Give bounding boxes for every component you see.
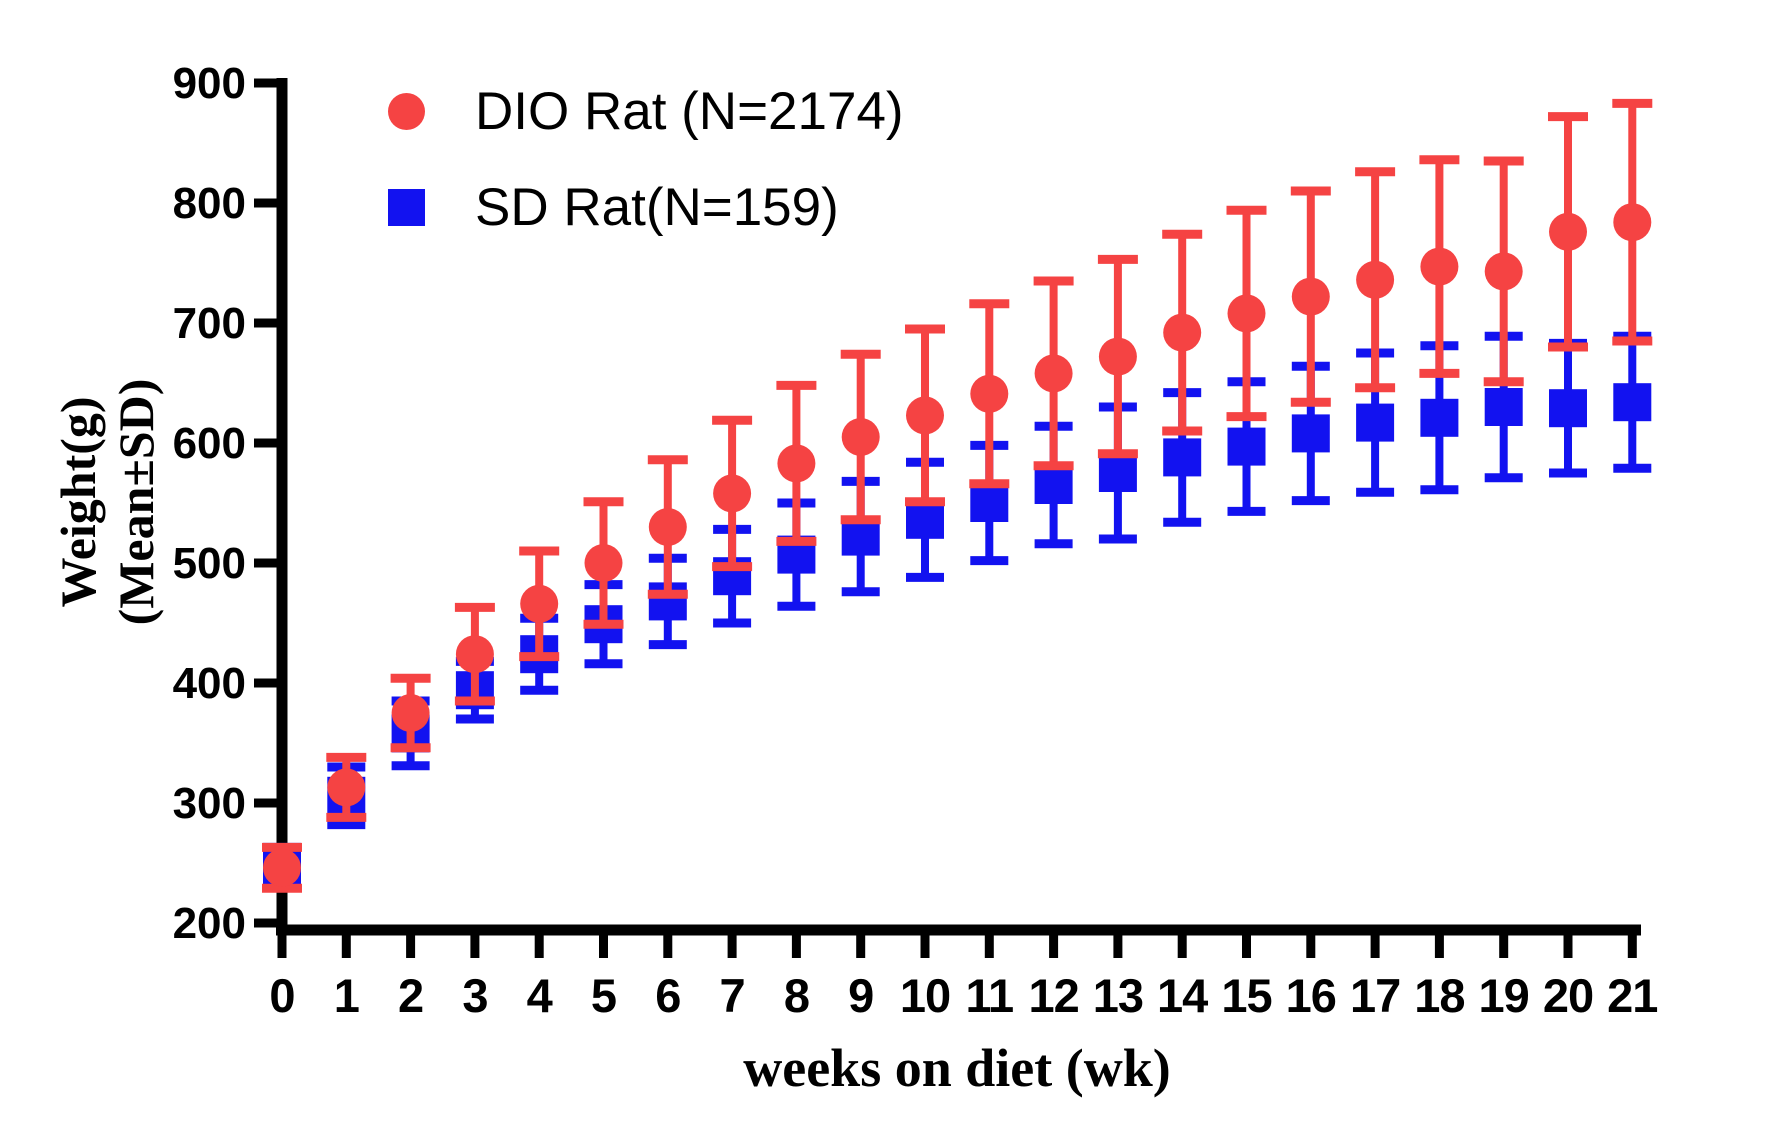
x-axis-title: weeks on diet (wk) <box>743 1038 1171 1098</box>
sd-rat-marker <box>1291 414 1330 453</box>
sd-rat-marker <box>970 484 1009 522</box>
dio-rat-marker <box>1549 212 1587 251</box>
y-axis-title-line2: (Mean±SD) <box>108 379 164 626</box>
dio-rat-marker <box>584 544 623 582</box>
legend-item-sd-rat: SD Rat(N=159) <box>388 174 904 240</box>
x-tick-label: 4 <box>527 969 553 1022</box>
x-tick-label: 17 <box>1350 969 1400 1022</box>
dio-rat-marker <box>1613 203 1652 242</box>
legend: DIO Rat (N=2174) SD Rat(N=159) <box>388 78 904 240</box>
dio-rat-marker <box>906 396 944 435</box>
legend-item-dio-rat: DIO Rat (N=2174) <box>388 78 904 144</box>
dio-rat-marker <box>1420 247 1459 286</box>
sd-rat-marker <box>1098 454 1137 492</box>
dio-rat-marker <box>841 418 880 456</box>
dio-rat-marker <box>1163 313 1202 352</box>
dio-rat-marker <box>1098 337 1137 376</box>
y-tick-label: 900 <box>173 59 246 108</box>
sd-rat-marker <box>1549 389 1587 428</box>
y-tick-label: 500 <box>173 539 246 588</box>
y-axis-title-line1: Weight(g) <box>50 396 106 607</box>
sd-rat-marker <box>1356 403 1395 442</box>
x-tick-label: 10 <box>900 969 950 1022</box>
x-tick-label: 14 <box>1157 969 1208 1022</box>
dio-rat-series <box>262 98 1653 893</box>
dio-rat-marker <box>327 768 366 807</box>
legend-label-dio-rat: DIO Rat (N=2174) <box>475 81 904 141</box>
x-tick-label: 16 <box>1286 969 1336 1022</box>
sd-rat-marker <box>1163 438 1202 477</box>
dio-rat-marker <box>1034 354 1073 393</box>
dio-rat-marker <box>713 474 752 513</box>
x-tick-label: 20 <box>1543 969 1593 1022</box>
sd-rat-marker <box>1484 388 1523 426</box>
dio-rat-marker <box>455 635 494 674</box>
x-tick-label: 2 <box>398 969 423 1022</box>
x-tick-label: 18 <box>1414 969 1464 1022</box>
x-tick-label: 12 <box>1028 969 1078 1022</box>
dio-rat-marker <box>970 374 1009 413</box>
x-tick-label: 5 <box>591 969 616 1022</box>
dio-rat-marker <box>648 508 687 546</box>
y-tick-label: 300 <box>173 779 246 828</box>
dio-rat-marker <box>1227 294 1266 333</box>
x-tick-label: 3 <box>462 969 487 1022</box>
dio-rat-marker <box>1356 260 1395 299</box>
x-tick-label: 13 <box>1093 969 1143 1022</box>
sd-rat-marker <box>1034 466 1073 504</box>
sd-rat-marker <box>906 500 944 539</box>
x-tick-label: 7 <box>720 969 745 1022</box>
dio-rat-marker <box>520 584 559 623</box>
sd-rat-marker <box>1613 383 1652 422</box>
data-series <box>262 98 1653 893</box>
x-tick-label: 1 <box>334 969 359 1022</box>
x-tick-label: 21 <box>1607 969 1657 1022</box>
dio-rat-marker <box>391 694 430 732</box>
sd-rat-marker <box>1420 398 1459 437</box>
legend-label-sd-rat: SD Rat(N=159) <box>475 177 839 237</box>
sd-rat-marker <box>1227 427 1266 466</box>
dio-rat-marker <box>1291 277 1330 316</box>
x-tick-label: 19 <box>1479 969 1529 1022</box>
x-tick-label: 9 <box>848 969 873 1022</box>
y-tick-label: 700 <box>173 299 246 348</box>
y-tick-label: 200 <box>173 899 246 948</box>
x-tick-label: 6 <box>655 969 680 1022</box>
x-tick-label: 0 <box>269 969 294 1022</box>
y-tick-label: 600 <box>173 419 246 468</box>
dio-rat-marker <box>1484 252 1523 291</box>
dio-rat-marker <box>777 444 816 483</box>
y-tick-label: 800 <box>173 179 246 228</box>
dio-rat-marker <box>263 848 301 887</box>
x-tick-label: 8 <box>784 969 809 1022</box>
x-tick-label: 15 <box>1221 969 1271 1022</box>
dio-rat-circle-icon <box>388 92 425 130</box>
y-tick-label: 400 <box>173 659 246 708</box>
x-tick-label: 11 <box>965 969 1013 1022</box>
sd-rat-square-icon <box>388 188 425 226</box>
